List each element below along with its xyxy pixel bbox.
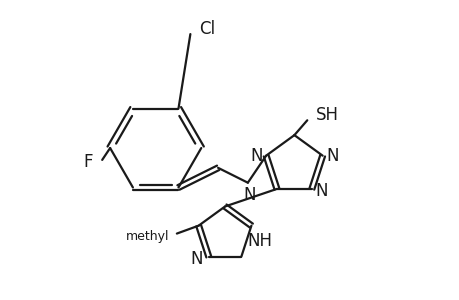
Text: N: N: [243, 186, 256, 204]
Text: methyl: methyl: [125, 230, 168, 243]
Text: N: N: [325, 147, 338, 165]
Text: SH: SH: [315, 106, 338, 124]
Text: Cl: Cl: [199, 20, 215, 38]
Text: N: N: [315, 182, 327, 200]
Text: N: N: [249, 147, 262, 165]
Text: F: F: [84, 153, 93, 171]
Text: NH: NH: [247, 232, 272, 250]
Text: N: N: [190, 250, 203, 268]
